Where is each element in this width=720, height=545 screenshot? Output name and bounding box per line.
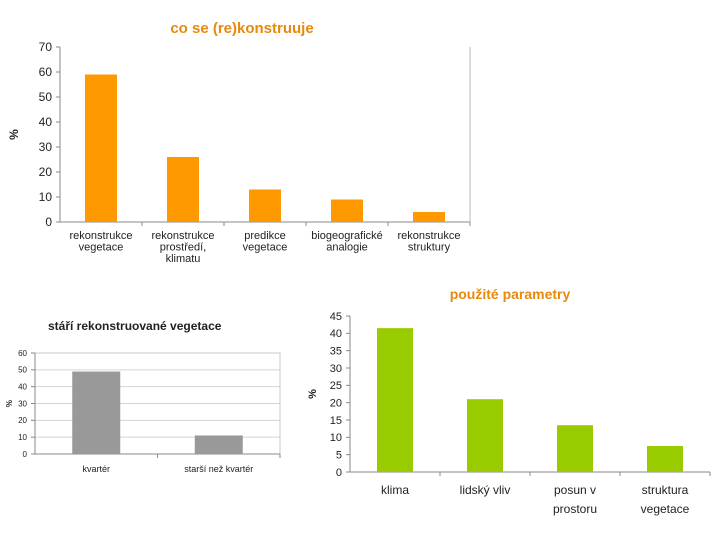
category-label-line: biogeografické [311,230,383,242]
category-label-line: lidský vliv [460,483,511,497]
y-tick-label: 30 [330,363,342,375]
y-tick-label: 20 [18,416,27,425]
y-tick-label: 0 [336,467,342,479]
category-label-line: starší než kvartér [184,464,253,474]
category-label-line: rekonstrukce [70,230,133,242]
bar [167,157,199,222]
category-label-line: prostoru [553,502,597,516]
bar [557,425,593,472]
y-tick-label: 0 [23,450,28,459]
y-tick-label: 60 [18,349,27,358]
category-label-line: vegetace [243,242,288,254]
y-tick-label: 45 [330,311,342,323]
category-label: struktura vegetace [641,483,690,516]
y-axis-label: % [307,389,319,399]
y-tick-label: 10 [18,433,27,442]
category-label: klima [381,483,409,497]
y-tick-label: 50 [39,90,53,104]
category-label-line: rekonstrukce [152,230,215,242]
y-tick-label: 40 [39,115,53,129]
y-tick-label: 30 [39,140,53,154]
category-label-line: struktury [408,242,451,254]
y-tick-label: 15 [330,415,342,427]
y-tick-label: 20 [330,398,342,410]
category-label: posun v prostoru [553,483,597,516]
y-tick-label: 70 [39,40,53,54]
y-tick-label: 5 [336,450,342,462]
bar [331,199,363,222]
y-tick-label: 0 [45,215,52,229]
y-tick-label: 50 [18,366,27,375]
chart-2-svg: použité parametry% 0 5 10 15 20 25 30 35 40 45 klim… [307,286,711,516]
y-tick-label: 60 [39,65,53,79]
y-tick-label: 40 [18,382,27,391]
category-label-line: struktura [642,483,689,497]
category-label: rekonstrukce vegetace [70,230,133,254]
category-label-line: predikce [244,230,286,242]
y-tick-label: 30 [18,399,27,408]
y-tick-label: 10 [330,432,342,444]
category-label: kvartér [82,464,110,474]
category-label-line: klima [381,483,409,497]
bar [72,371,121,454]
category-label-line: klimatu [166,253,201,265]
y-tick-label: 40 [330,328,342,340]
category-label: rekonstrukce prostředí, klimatu [152,230,215,265]
category-label-line: rekonstrukce [398,230,461,242]
y-tick-label: 10 [39,190,53,204]
category-label-line: analogie [326,242,368,254]
bar [194,435,243,454]
category-label-line: vegetace [79,242,124,254]
category-label-line: vegetace [641,502,690,516]
chart-title: co se (re)konstruuje [170,20,313,37]
bar [647,446,683,472]
category-label-line: prostředí, [160,242,206,254]
chart-0-svg: co se (re)konstruuje% 0 10 20 30 40 50 60 70 reko… [7,20,471,265]
y-tick-label: 25 [330,380,342,392]
chart-title: použité parametry [450,286,571,302]
chart-vegetation-age: stáří rekonstruované vegetace% 0 10 20 30 40 5… [0,305,290,495]
bar [249,189,281,222]
bar [413,212,445,222]
category-label: rekonstrukce struktury [398,230,461,254]
category-label-line: posun v [554,483,596,497]
bar [85,74,117,222]
chart-title: stáří rekonstruované vegetace [48,319,222,333]
chart-1-svg: stáří rekonstruované vegetace% 0 10 20 30 40 5… [5,319,281,474]
chart-used-parameters: použité parametry% 0 5 10 15 20 25 30 35 40 45 klim… [300,280,720,540]
category-label: biogeografické analogie [311,230,383,254]
y-tick-label: 35 [330,346,342,358]
y-tick-label: 20 [39,165,53,179]
bar [377,328,413,472]
chart-reconstruction-targets: co se (re)konstruuje% 0 10 20 30 40 50 60 70 reko… [0,0,480,290]
category-label: starší než kvartér [184,464,253,474]
category-label: predikce vegetace [243,230,288,254]
y-axis-label: % [5,400,14,407]
category-label: lidský vliv [460,483,511,497]
category-label-line: kvartér [82,464,110,474]
y-axis-label: % [7,129,21,140]
bar [467,399,503,472]
